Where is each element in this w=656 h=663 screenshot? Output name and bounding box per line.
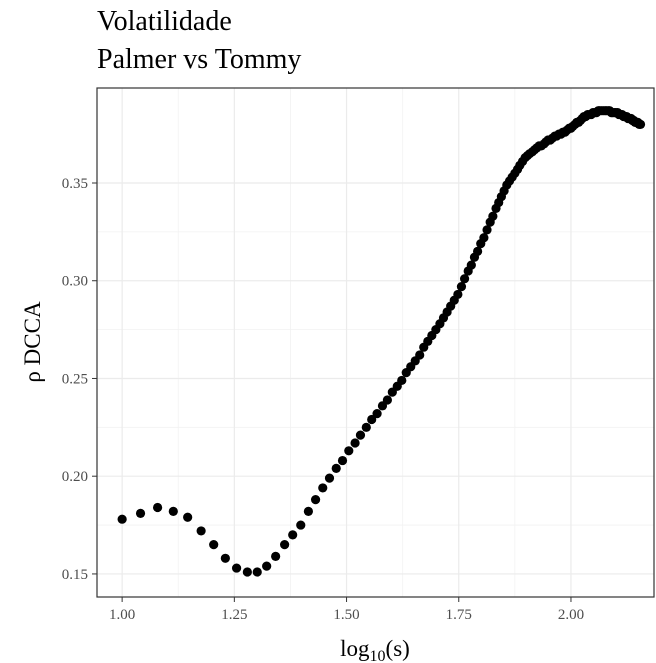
x-tick-label: 1.50	[333, 607, 359, 623]
chart-subtitle: Palmer vs Tommy	[97, 44, 301, 75]
x-tick-label: 1.00	[109, 607, 135, 623]
point	[231, 563, 242, 573]
point	[135, 508, 146, 518]
point	[344, 446, 354, 456]
point	[280, 540, 290, 550]
point	[183, 512, 193, 522]
point	[355, 430, 366, 440]
x-tick-label: 1.25	[221, 607, 247, 623]
x-axis-label: log10(s)	[340, 636, 410, 663]
y-tick-label: 0.35	[62, 176, 88, 192]
point	[479, 233, 489, 243]
point	[415, 350, 425, 360]
panel-border	[96, 87, 655, 598]
point	[310, 495, 321, 505]
point	[152, 502, 163, 513]
points	[117, 106, 646, 577]
y-axis-label: ρ DCCA	[20, 301, 45, 383]
point	[367, 414, 377, 425]
point	[397, 375, 407, 386]
grid	[97, 88, 654, 597]
y-tick-label: 0.30	[62, 274, 88, 290]
point	[324, 473, 335, 483]
point	[318, 483, 328, 493]
point	[488, 211, 498, 221]
x-label-suffix: (s)	[386, 636, 410, 661]
point	[296, 520, 306, 530]
x-tick-label: 2.00	[558, 607, 584, 623]
point	[466, 260, 476, 270]
point	[196, 526, 206, 536]
panel-background	[97, 88, 654, 597]
point	[372, 409, 382, 419]
point	[456, 281, 467, 292]
point	[288, 530, 298, 540]
point	[252, 567, 262, 577]
point	[350, 438, 360, 448]
point	[303, 506, 313, 516]
x-tick-label: 1.75	[446, 607, 472, 623]
point	[337, 455, 348, 466]
y-tick-label: 0.20	[62, 469, 88, 485]
point	[473, 246, 483, 257]
y-tick-label: 0.15	[62, 567, 88, 583]
point	[271, 551, 281, 561]
point	[382, 395, 392, 405]
point	[117, 514, 127, 524]
point	[168, 506, 178, 516]
y-tick-label: 0.25	[62, 371, 88, 387]
point	[635, 119, 646, 129]
point	[331, 463, 341, 473]
x-label-base: log	[340, 636, 370, 661]
point	[453, 289, 463, 300]
point	[242, 567, 252, 577]
chart-title: Volatilidade	[97, 6, 232, 37]
point	[459, 274, 470, 284]
point	[482, 225, 492, 235]
point	[262, 561, 272, 571]
point	[361, 422, 371, 432]
x-label-subscript: 10	[370, 648, 386, 663]
point	[220, 553, 230, 563]
point	[209, 540, 219, 550]
